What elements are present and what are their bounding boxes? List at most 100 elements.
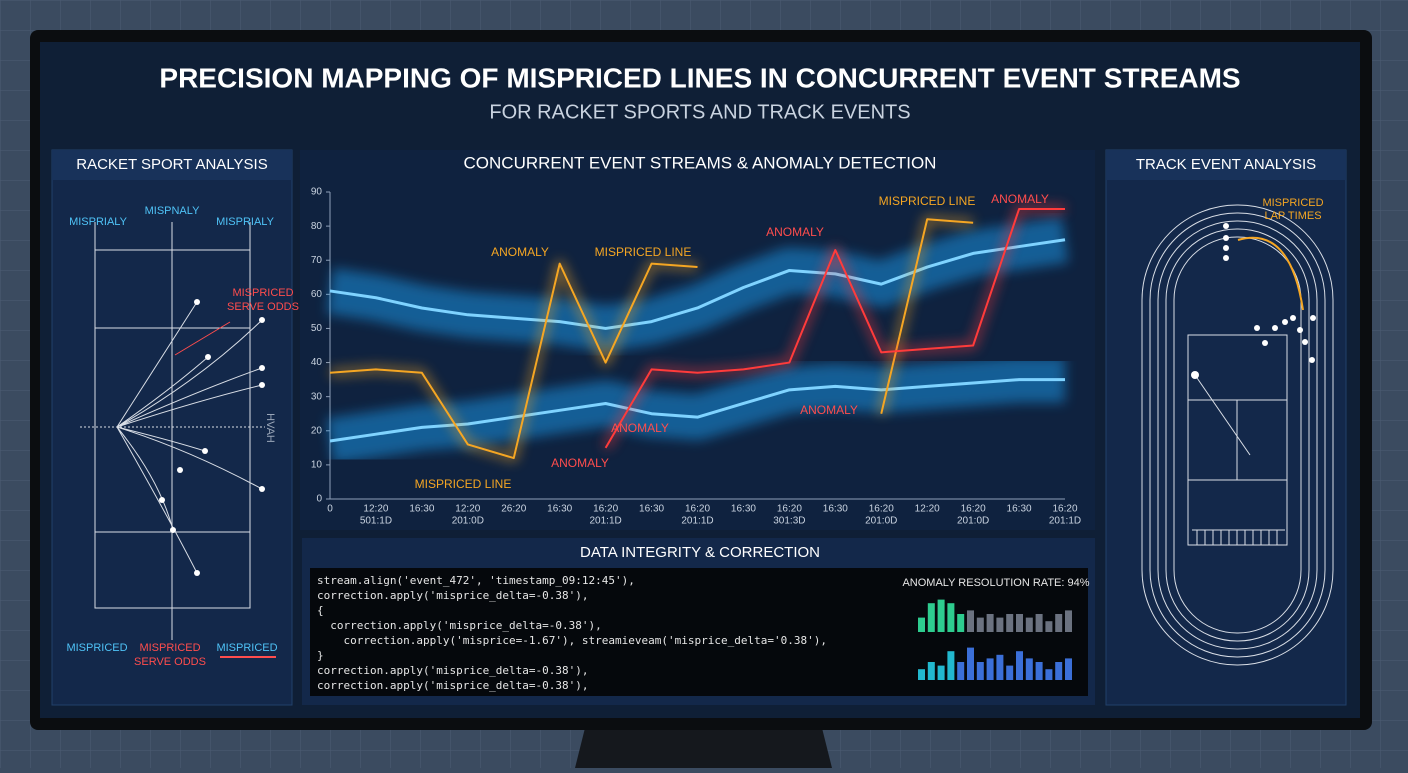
x-tick-label: 16:20 bbox=[1052, 504, 1077, 515]
panel-header bbox=[1106, 150, 1346, 180]
resolution-label: ANOMALY RESOLUTION RATE: 94% bbox=[902, 577, 1089, 589]
annotation: ANOMALY bbox=[800, 403, 858, 417]
panel-title: TRACK EVENT ANALYSIS bbox=[1136, 156, 1316, 173]
mini-bar bbox=[1035, 614, 1043, 632]
y-tick-label: 40 bbox=[311, 357, 323, 368]
mini-bar bbox=[927, 603, 935, 632]
mini-bar bbox=[976, 662, 984, 680]
court-label: MISPRICED bbox=[216, 642, 277, 654]
annotation: MISPRICED LINE bbox=[879, 194, 976, 208]
x-tick-label: 12:20 bbox=[915, 504, 940, 515]
court-label: HVAH bbox=[264, 413, 276, 443]
mini-bar bbox=[1065, 610, 1072, 632]
code-line: { bbox=[317, 604, 324, 617]
code-line: correction.apply('misprice_delta=-0.38')… bbox=[317, 589, 589, 602]
court-label: SERVE ODDS bbox=[134, 656, 206, 668]
y-tick-label: 10 bbox=[311, 460, 323, 471]
chart-title: CONCURRENT EVENT STREAMS & ANOMALY DETEC… bbox=[464, 153, 937, 172]
y-tick-label: 90 bbox=[311, 187, 323, 198]
track-label: LAP TIMES bbox=[1264, 210, 1321, 222]
x-tick-label: 0 bbox=[327, 504, 333, 515]
mini-bar bbox=[1006, 665, 1014, 680]
mini-bar bbox=[1025, 617, 1033, 632]
x-tick-sublabel: 501:1D bbox=[360, 516, 392, 527]
mini-bar bbox=[1035, 662, 1043, 680]
annotation: MISPRICED LINE bbox=[595, 245, 692, 259]
mini-bar bbox=[957, 662, 965, 680]
monitor-stand bbox=[575, 728, 832, 768]
x-tick-label: 16:20 bbox=[593, 504, 618, 515]
x-tick-label: 16:20 bbox=[685, 504, 710, 515]
x-tick-sublabel: 201:1D bbox=[681, 516, 713, 527]
mini-bar bbox=[1016, 614, 1023, 632]
code-line: correction.apply('misprice=-1.67'), stre… bbox=[317, 634, 827, 647]
court-label: MISPRICED bbox=[66, 642, 127, 654]
court-label: MISPNALY bbox=[145, 205, 200, 217]
annotation: ANOMALY bbox=[991, 192, 1049, 206]
x-tick-label: 16:20 bbox=[961, 504, 986, 515]
track-panel bbox=[1105, 149, 1347, 706]
page-subtitle: FOR RACKET SPORTS AND TRACK EVENTS bbox=[489, 101, 910, 123]
code-line: correction.apply('misprice_delta=-0.38')… bbox=[317, 619, 602, 632]
mini-bar bbox=[1016, 651, 1023, 680]
track-dots bbox=[1191, 223, 1316, 379]
code-line: } bbox=[317, 649, 324, 662]
mini-bar bbox=[967, 647, 974, 680]
stream-line bbox=[329, 238, 1066, 330]
x-tick-label: 16:30 bbox=[547, 504, 572, 515]
mini-bar bbox=[986, 614, 994, 632]
court-label: MISPRICED bbox=[139, 642, 200, 654]
x-tick-sublabel: 201:1D bbox=[590, 516, 622, 527]
mini-bar bbox=[1006, 614, 1014, 632]
court bbox=[80, 222, 265, 640]
court-label: MISPRIALY bbox=[216, 216, 275, 228]
x-tick-label: 26:20 bbox=[501, 504, 526, 515]
panel-header bbox=[52, 150, 292, 180]
mini-bar bbox=[967, 610, 974, 632]
court-label: SERVE ODDS bbox=[227, 301, 299, 313]
mini-bar bbox=[918, 669, 925, 680]
annotation: ANOMALY bbox=[491, 245, 549, 259]
annotation: MISPRICED LINE bbox=[415, 477, 512, 491]
court-dots bbox=[159, 299, 265, 576]
x-tick-label: 16:30 bbox=[823, 504, 848, 515]
court-label: MISPRICED bbox=[232, 287, 293, 299]
x-tick-label: 12:20 bbox=[455, 504, 480, 515]
y-tick-label: 20 bbox=[311, 425, 323, 436]
x-tick-sublabel: 201:0D bbox=[865, 516, 897, 527]
x-tick-sublabel: 201:0D bbox=[452, 516, 484, 527]
code-line: stream.align('event_472', 'timestamp_09:… bbox=[317, 574, 635, 587]
y-tick-label: 50 bbox=[311, 323, 323, 334]
y-tick-label: 30 bbox=[311, 391, 323, 402]
x-tick-sublabel: 201:0D bbox=[957, 516, 989, 527]
x-tick-sublabel: 201:1D bbox=[1049, 516, 1081, 527]
x-tick-sublabel: 301:3D bbox=[773, 516, 805, 527]
code-line: correction.apply('misprice_delta=-0.38')… bbox=[317, 679, 589, 692]
mini-bar bbox=[1025, 658, 1033, 680]
mini-bar bbox=[1055, 662, 1063, 680]
y-tick-label: 60 bbox=[311, 289, 323, 300]
mini-bar bbox=[937, 665, 945, 680]
mini-bar bbox=[927, 662, 935, 680]
mini-bar bbox=[1045, 669, 1053, 680]
panel-title: RACKET SPORT ANALYSIS bbox=[76, 156, 267, 173]
x-tick-label: 16:20 bbox=[777, 504, 802, 515]
chart-panel bbox=[300, 150, 1095, 530]
mini-bar bbox=[918, 617, 925, 632]
mini-charts bbox=[918, 599, 1072, 680]
mini-bar bbox=[996, 654, 1004, 680]
annotation: ANOMALY bbox=[551, 456, 609, 470]
mini-bar bbox=[947, 603, 955, 632]
annotation: ANOMALY bbox=[766, 225, 824, 239]
x-tick-label: 16:30 bbox=[409, 504, 434, 515]
track-label: MISPRICED bbox=[1262, 197, 1323, 209]
mini-bar bbox=[1055, 614, 1063, 632]
mini-bar bbox=[1065, 658, 1072, 680]
mini-bar bbox=[947, 651, 955, 680]
x-tick-label: 16:20 bbox=[869, 504, 894, 515]
mini-bar bbox=[1045, 621, 1053, 632]
y-tick-label: 70 bbox=[311, 255, 323, 266]
y-tick-label: 80 bbox=[311, 221, 323, 232]
